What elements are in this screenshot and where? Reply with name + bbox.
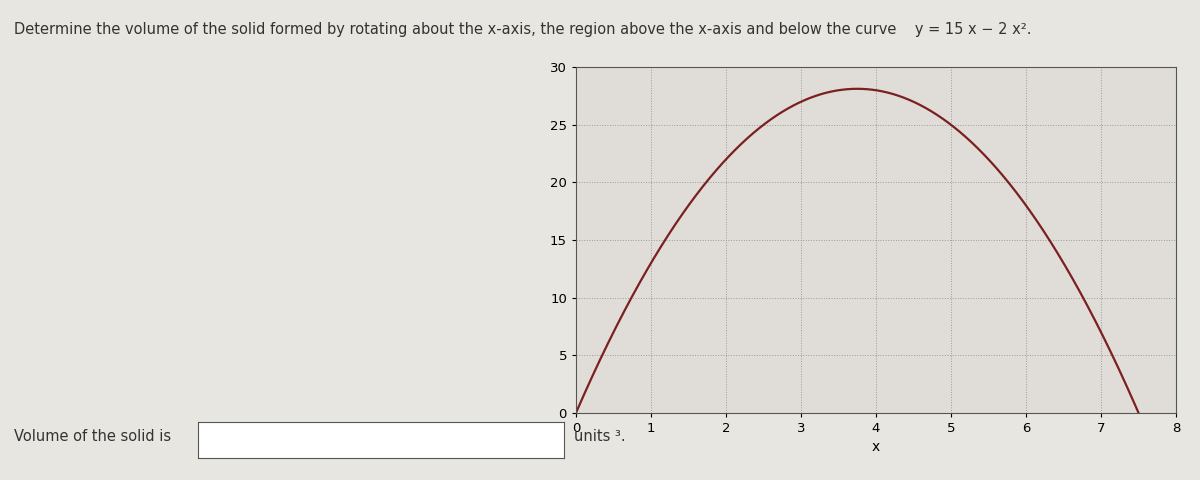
X-axis label: x: x <box>872 440 880 455</box>
Text: Determine the volume of the solid formed by rotating about the x-axis, the regio: Determine the volume of the solid formed… <box>14 22 1032 36</box>
Text: Volume of the solid is: Volume of the solid is <box>14 429 172 444</box>
Text: units ³.: units ³. <box>574 429 625 444</box>
